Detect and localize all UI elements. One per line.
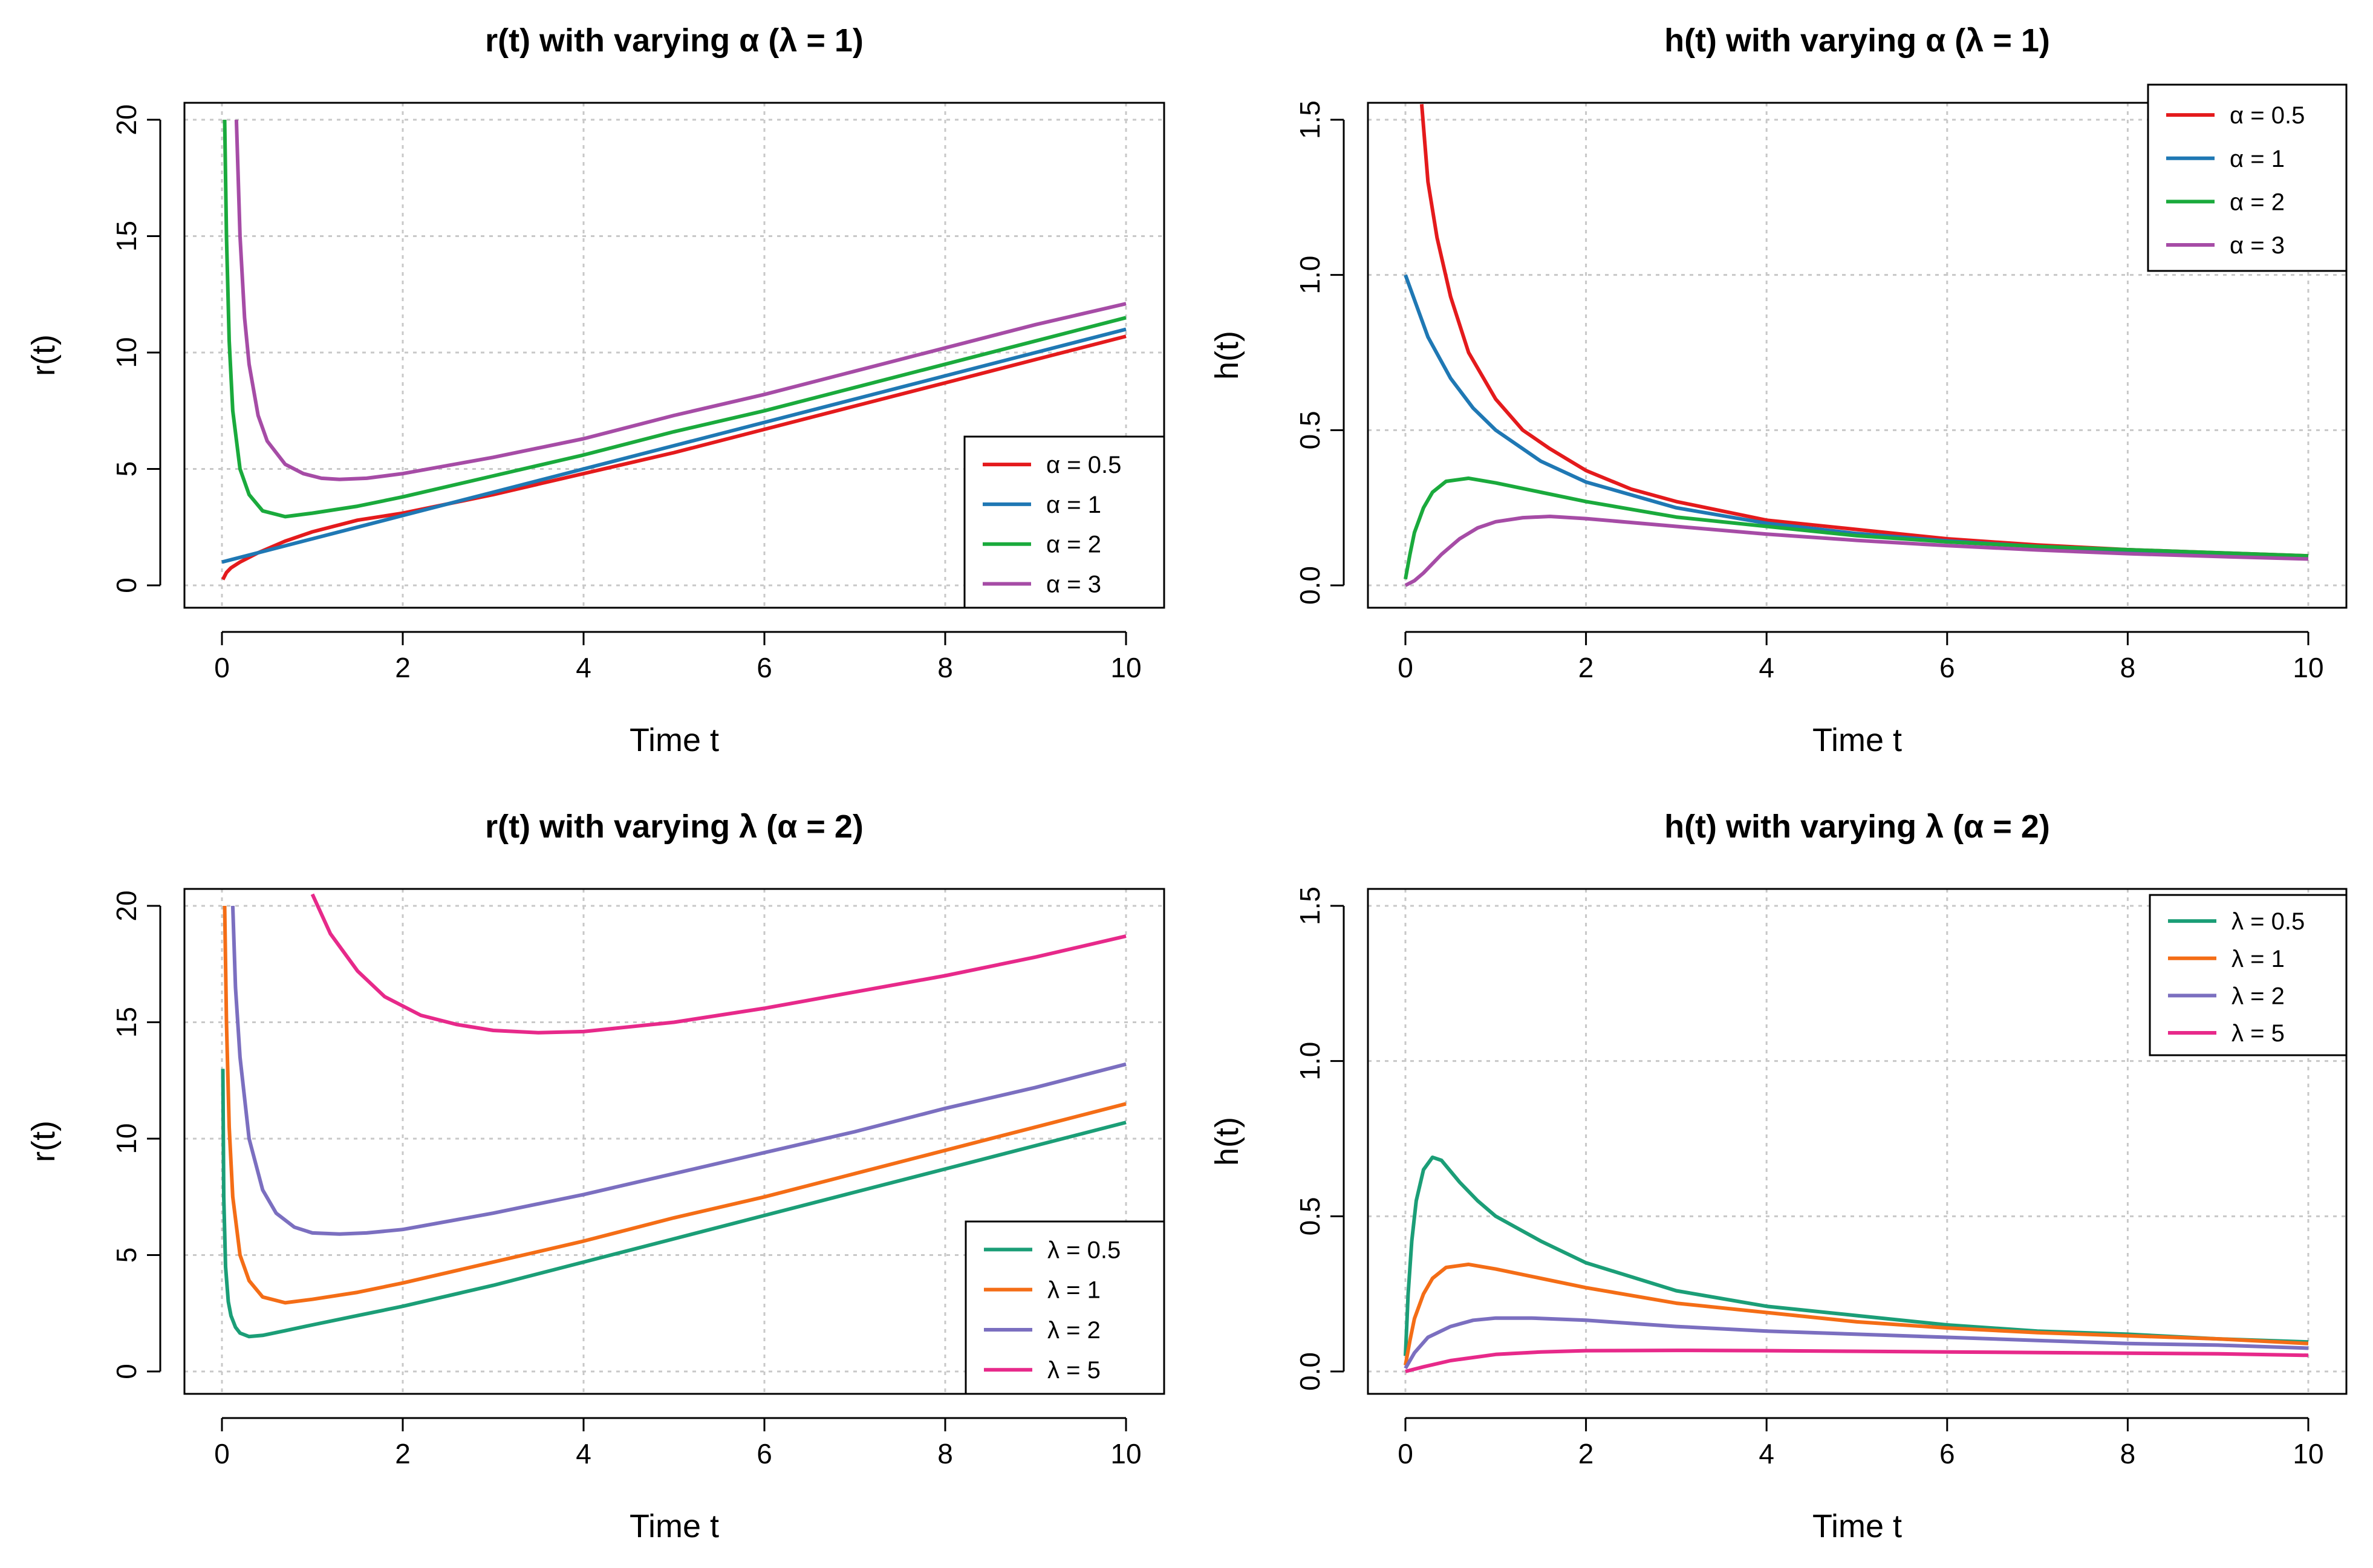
x-tick-label: 2 <box>1578 1438 1594 1469</box>
y-tick-label: 20 <box>111 890 142 921</box>
y-tick-label: 20 <box>111 104 142 135</box>
x-tick-label: 6 <box>757 652 772 683</box>
legend-label: λ = 0.5 <box>1047 1237 1121 1263</box>
y-tick-label: 15 <box>111 1007 142 1038</box>
x-axis-label: Time t <box>1812 1508 1902 1544</box>
series-line-4 <box>234 119 1127 481</box>
x-tick-label: 0 <box>214 1438 230 1469</box>
y-axis-label: r(t) <box>25 334 62 376</box>
y-tick-label: 0.0 <box>1294 1352 1326 1391</box>
x-tick-label: 6 <box>757 1438 772 1469</box>
x-tick-label: 6 <box>1939 1438 1955 1469</box>
x-tick-label: 4 <box>576 1438 591 1469</box>
series-line-1 <box>221 1069 1127 1339</box>
x-axis-label: Time t <box>1812 722 1902 758</box>
y-tick-label: 10 <box>111 337 142 368</box>
x-tick-label: 10 <box>1110 1438 1141 1469</box>
legend-label: λ = 5 <box>1047 1357 1101 1384</box>
x-tick-label: 8 <box>937 652 953 683</box>
legend-label: α = 1 <box>2230 146 2285 172</box>
series-line-3 <box>223 119 1127 519</box>
x-tick-label: 2 <box>395 652 411 683</box>
legend-label: λ = 2 <box>2231 983 2285 1009</box>
x-tick-label: 10 <box>2293 1438 2323 1469</box>
series-line-3 <box>1404 1316 2309 1370</box>
y-tick-label: 1.5 <box>1294 886 1326 925</box>
y-tick-label: 1.0 <box>1294 1042 1326 1081</box>
series-line-3 <box>230 905 1127 1236</box>
legend-label: α = 0.5 <box>1046 452 1121 478</box>
series-line-4 <box>310 893 1127 1035</box>
series-line-2 <box>223 905 1127 1305</box>
y-axis-label: h(t) <box>1209 331 1245 380</box>
y-axis-label: r(t) <box>25 1121 62 1162</box>
x-tick-label: 2 <box>395 1438 411 1469</box>
plot-frame <box>183 888 1165 1395</box>
panel-title: r(t) with varying α (λ = 1) <box>485 22 864 59</box>
legend-label: λ = 5 <box>2231 1020 2285 1047</box>
x-tick-label: 4 <box>1759 1438 1774 1469</box>
panel-title: r(t) with varying λ (α = 2) <box>485 808 864 845</box>
y-tick-label: 5 <box>111 461 142 477</box>
series-line-2 <box>221 327 1127 564</box>
series-line-4 <box>1405 1348 2309 1373</box>
series-line-4 <box>1404 515 2309 587</box>
plot-frame <box>1367 888 2348 1395</box>
series-line-3 <box>1404 476 2309 580</box>
legend-label: α = 3 <box>1046 571 1101 598</box>
legend-label: α = 3 <box>2230 232 2285 259</box>
legend-label: λ = 1 <box>1047 1277 1101 1304</box>
panel-title: h(t) with varying α (λ = 1) <box>1664 22 2050 59</box>
legend-label: λ = 2 <box>1047 1317 1101 1344</box>
legend-label: α = 1 <box>1046 492 1101 518</box>
legend-label: α = 0.5 <box>2230 102 2305 129</box>
series-line-1 <box>1404 1155 2309 1356</box>
x-tick-label: 10 <box>1110 652 1141 683</box>
x-tick-label: 4 <box>1759 652 1774 683</box>
y-axis-label: h(t) <box>1209 1117 1245 1166</box>
legend-label: α = 2 <box>2230 189 2285 215</box>
x-tick-label: 2 <box>1578 652 1594 683</box>
x-tick-label: 10 <box>2293 652 2323 683</box>
legend-label: λ = 1 <box>2231 946 2285 972</box>
series-line-2 <box>1404 1262 2309 1366</box>
x-tick-label: 0 <box>214 652 230 683</box>
x-tick-label: 0 <box>1398 1438 1413 1469</box>
y-tick-label: 1.0 <box>1294 256 1326 294</box>
y-tick-label: 0.5 <box>1294 1197 1326 1235</box>
x-tick-label: 0 <box>1398 652 1413 683</box>
series-line-1 <box>221 334 1127 581</box>
y-tick-label: 5 <box>111 1248 142 1263</box>
x-tick-label: 6 <box>1939 652 1955 683</box>
x-tick-label: 8 <box>2120 1438 2136 1469</box>
panel-title: h(t) with varying λ (α = 2) <box>1664 808 2050 845</box>
y-tick-label: 0 <box>111 577 142 593</box>
x-axis-label: Time t <box>630 1508 719 1544</box>
y-tick-label: 0.5 <box>1294 411 1326 449</box>
legend-label: α = 2 <box>1046 532 1101 558</box>
series-line-2 <box>1404 274 2309 559</box>
x-tick-label: 4 <box>576 652 591 683</box>
y-tick-label: 0 <box>111 1364 142 1379</box>
x-axis-label: Time t <box>630 722 719 758</box>
plot-frame <box>1367 102 2348 609</box>
y-tick-label: 1.5 <box>1294 100 1326 139</box>
x-tick-label: 8 <box>937 1438 953 1469</box>
legend-label: λ = 0.5 <box>2231 908 2305 935</box>
x-tick-label: 8 <box>2120 652 2136 683</box>
y-tick-label: 10 <box>111 1123 142 1154</box>
y-tick-label: 15 <box>111 221 142 252</box>
plot-frame <box>183 102 1165 609</box>
y-tick-label: 0.0 <box>1294 566 1326 605</box>
